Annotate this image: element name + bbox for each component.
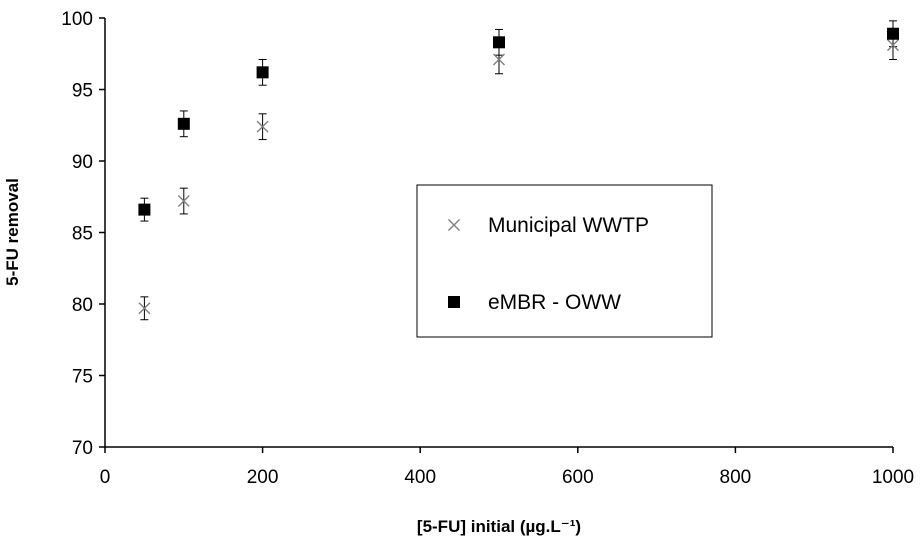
legend-label: eMBR - OWW — [488, 291, 621, 314]
data-point — [493, 53, 505, 66]
legend-marker — [448, 296, 460, 308]
data-point — [493, 36, 505, 49]
x-axis-title: [5-FU] initial (µg.L⁻¹) — [417, 517, 581, 536]
y-tick-label: 80 — [72, 295, 93, 316]
y-tick-label: 85 — [72, 224, 93, 245]
x-tick-label: 600 — [562, 467, 594, 488]
x-tick-label: 0 — [100, 467, 111, 488]
legend: Municipal WWTP eMBR - OWW — [416, 184, 713, 338]
y-tick-label: 100 — [61, 9, 93, 30]
y-axis-title: 5-FU removal — [3, 178, 22, 286]
data-points — [138, 27, 899, 315]
x-ticks: 0 200 400 600 800 1000 — [100, 447, 914, 488]
x-tick-label: 200 — [247, 467, 279, 488]
data-point — [177, 195, 190, 208]
y-tick-label: 95 — [72, 81, 93, 102]
legend-box — [416, 184, 713, 338]
legend-marker — [448, 219, 460, 231]
x-tick-label: 800 — [720, 467, 752, 488]
data-point — [256, 120, 269, 133]
x-tick-label: 1000 — [872, 467, 914, 488]
data-point — [138, 203, 151, 216]
legend-label: Municipal WWTP — [488, 214, 649, 237]
y-tick-label: 90 — [72, 152, 93, 173]
data-point — [256, 66, 269, 79]
y-tick-label: 70 — [72, 438, 93, 459]
data-point — [887, 39, 899, 52]
data-point — [177, 117, 190, 130]
y-ticks: 70 75 80 85 90 95 100 — [61, 9, 105, 459]
y-tick-label: 75 — [72, 367, 93, 388]
data-point — [138, 302, 151, 315]
x-tick-label: 400 — [404, 467, 436, 488]
data-point — [887, 27, 899, 40]
